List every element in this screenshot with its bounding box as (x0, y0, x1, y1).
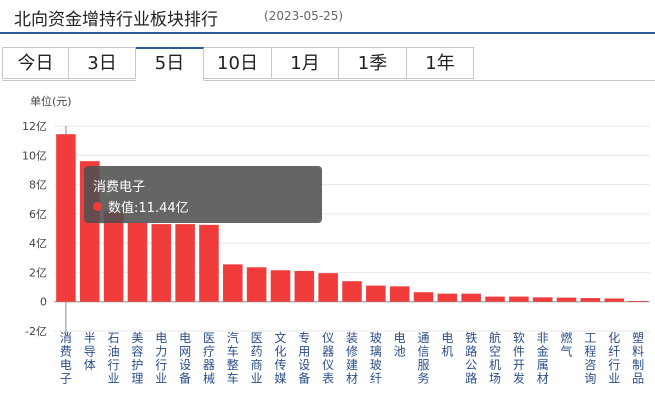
x-tick-label: 电网设备 (179, 331, 191, 386)
bar (389, 286, 410, 302)
period-tabs: 今日 3日 5日 10日 1月 1季 1年 (2, 47, 655, 81)
x-tick-label: 软件开发 (513, 331, 525, 386)
bar (532, 297, 553, 302)
x-tick-label: 美容护理 (131, 331, 143, 386)
bar (604, 298, 625, 302)
y-tick-label: 8亿 (29, 179, 47, 192)
x-tick-label: 电机 (441, 331, 453, 359)
x-tick-label: 航空机场 (489, 330, 501, 386)
tab-3d[interactable]: 3日 (69, 47, 136, 79)
x-tick-label: 铁路公路 (465, 331, 477, 386)
tooltip-series-dot (93, 202, 102, 211)
y-tick-label: 10亿 (22, 149, 47, 162)
bar (509, 296, 529, 302)
header-divider (0, 32, 655, 34)
bar (56, 134, 76, 302)
tooltip-value-line: 数值:11.44亿 (108, 201, 189, 216)
tab-5d[interactable]: 5日 (136, 47, 204, 81)
bar (318, 273, 338, 302)
y-tick-label: -2亿 (25, 325, 47, 338)
page-title: 北向资金增持行业板块排行 (14, 10, 218, 30)
bar (294, 270, 315, 302)
date-label: (2023-05-25) (264, 9, 344, 23)
bar (175, 224, 195, 302)
x-tick-label: 燃气 (561, 330, 573, 359)
tooltip-value-label: 数值 (108, 201, 135, 216)
x-tick-label: 半导体 (84, 331, 96, 372)
x-tick-label: 玻璃玻纤 (370, 331, 382, 386)
x-tick-label: 石油行业 (108, 331, 120, 386)
tab-10d[interactable]: 10日 (204, 47, 272, 79)
bar (628, 300, 648, 302)
x-tick-label: 非金属材 (537, 331, 549, 386)
bar (127, 222, 148, 302)
tab-1q[interactable]: 1季 (339, 47, 407, 79)
bar (246, 267, 267, 302)
bar (151, 224, 172, 302)
tab-today[interactable]: 今日 (2, 47, 69, 79)
bar (199, 224, 219, 302)
tab-1m[interactable]: 1月 (272, 47, 339, 79)
y-tick-label: 2亿 (29, 266, 47, 279)
y-tick-label: 6亿 (29, 208, 47, 221)
x-tick-label: 消费电子 (60, 331, 72, 386)
x-tick-label: 工程咨询 (584, 331, 596, 386)
x-tick-label: 仪器仪表 (322, 331, 334, 386)
bar (342, 281, 362, 302)
bar (366, 285, 386, 302)
header: 北向资金增持行业板块排行 (2023-05-25) (0, 0, 655, 34)
x-tick-label: 电池 (394, 331, 406, 359)
bar (485, 296, 505, 302)
tooltip-value: 11.44亿 (138, 201, 189, 216)
x-tick-label: 专用设备 (298, 330, 310, 386)
x-tick-label: 医疗器械 (203, 331, 215, 386)
y-tick-label: 12亿 (22, 120, 47, 133)
y-axis-unit-label: 单位(元) (30, 94, 72, 108)
y-tick-label: 4亿 (29, 237, 47, 250)
x-tick-label: 文化传媒 (274, 330, 286, 386)
tab-1y[interactable]: 1年 (407, 47, 474, 79)
chart-tooltip: 消费电子 数值:11.44亿 (84, 166, 322, 223)
x-tick-label: 化纤行业 (608, 331, 620, 386)
y-tick-label: 0 (40, 296, 47, 309)
bar (556, 297, 577, 302)
x-tick-label: 电力行业 (155, 331, 167, 386)
bar (437, 293, 458, 302)
x-tick-label: 装修建材 (346, 331, 358, 386)
x-tick-label: 塑料制品 (632, 330, 644, 386)
bar (461, 293, 481, 302)
bar (103, 210, 124, 302)
bar (580, 298, 601, 302)
x-tick-label: 通信服务 (418, 331, 430, 386)
bar (270, 270, 291, 302)
tooltip-title: 消费电子 (93, 180, 146, 195)
x-tick-label: 医药商业 (251, 331, 263, 386)
x-tick-label: 汽车整车 (227, 330, 239, 386)
bar (223, 264, 243, 302)
bar (413, 292, 434, 302)
